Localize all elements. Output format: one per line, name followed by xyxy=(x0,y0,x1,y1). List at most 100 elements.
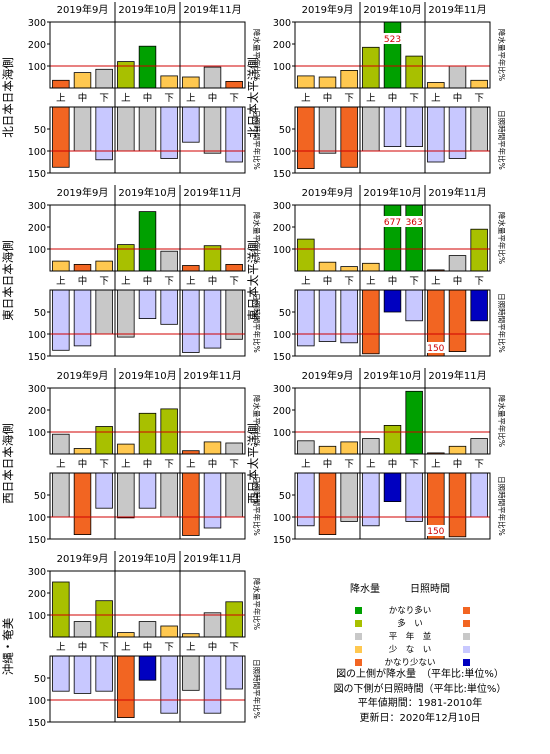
period-label: 中 xyxy=(208,458,218,470)
sun-tick-label: 50 xyxy=(34,491,46,502)
period-label: 下 xyxy=(229,459,239,470)
sun-tick-label: 150 xyxy=(28,169,46,180)
sun-bar xyxy=(160,289,178,325)
precip-bar xyxy=(225,442,243,455)
period-label: 上 xyxy=(121,459,131,470)
sun-frame xyxy=(294,106,491,174)
precip-tick-label: 100 xyxy=(28,611,46,622)
region-label: 沖縄・奄美 xyxy=(1,617,15,675)
period-label: 上 xyxy=(366,93,376,104)
sun-tick-label: 50 xyxy=(34,125,46,136)
sun-bar xyxy=(340,472,358,522)
legend-sun-header: 日照時間 xyxy=(410,584,450,595)
legend-sun-swatch xyxy=(463,607,470,614)
precip-bar xyxy=(318,445,337,455)
legend-precip-swatch xyxy=(355,607,362,614)
precip-bar xyxy=(448,65,467,89)
precip-bar xyxy=(470,228,488,272)
precip-bar xyxy=(52,260,70,272)
legend-sun-swatch xyxy=(463,646,470,653)
precip-tick-label: 200 xyxy=(28,40,46,51)
precip-bar xyxy=(362,46,380,89)
value-label-bg xyxy=(425,342,446,353)
month-label: 2019年10月 xyxy=(363,369,421,382)
legend-label: 平 年 並 xyxy=(388,632,432,642)
precip-tick-label: 100 xyxy=(273,245,291,256)
period-label: 下 xyxy=(409,93,419,104)
precip-tick-label: 100 xyxy=(28,62,46,73)
precip-bar xyxy=(427,82,445,89)
legend-row-low: 少 な い xyxy=(300,643,540,656)
precip-bar xyxy=(73,448,92,455)
period-label: 中 xyxy=(78,458,88,470)
value-label-bg xyxy=(425,525,446,536)
precip-bar xyxy=(297,440,315,455)
period-label: 中 xyxy=(388,458,398,470)
precip-bar xyxy=(362,438,380,455)
precip-bar xyxy=(160,250,178,272)
sun-tick-label: 100 xyxy=(273,330,291,341)
precip-bar xyxy=(95,426,113,455)
legend-label: 多 い xyxy=(397,619,423,629)
precip-bar xyxy=(95,260,113,272)
month-label: 2019年11月 xyxy=(183,369,241,382)
month-label: 2019年10月 xyxy=(118,3,176,16)
value-label: 677 xyxy=(384,218,401,228)
sun-bar xyxy=(95,289,113,335)
month-label: 2019年10月 xyxy=(363,186,421,199)
sun-axis-label: 日照時間平年比% xyxy=(252,476,262,536)
precip-bar xyxy=(318,76,337,89)
precip-axis-label: 降水量平年比% xyxy=(497,395,507,447)
period-label: 上 xyxy=(121,276,131,287)
precip-tick-label: 200 xyxy=(28,223,46,234)
period-label: 下 xyxy=(344,93,354,104)
precip-frame xyxy=(49,387,246,455)
sun-bar xyxy=(470,106,488,152)
period-label: 下 xyxy=(164,459,174,470)
sun-bar xyxy=(225,472,243,518)
period-label: 中 xyxy=(143,275,153,287)
precip-axis-label: 降水量平年比% xyxy=(252,578,262,630)
period-label: 下 xyxy=(164,276,174,287)
sun-bar xyxy=(405,472,423,522)
sun-bar xyxy=(117,655,135,718)
month-label: 2019年11月 xyxy=(183,3,241,16)
precip-tick-label: 100 xyxy=(273,428,291,439)
period-label: 下 xyxy=(409,276,419,287)
sun-bar xyxy=(318,472,337,535)
region-label: 北日本太平洋側 xyxy=(246,57,260,138)
sun-bar xyxy=(340,289,358,344)
precip-tick-label: 200 xyxy=(28,406,46,417)
month-label: 2019年9月 xyxy=(57,186,109,199)
period-label: 上 xyxy=(121,93,131,104)
sun-bar xyxy=(52,106,70,168)
sun-bar xyxy=(318,106,337,154)
note-sun: 図の下側が日照時間（平年比:単位%） xyxy=(333,683,507,695)
precip-bar xyxy=(95,68,113,89)
sun-tick-label: 100 xyxy=(273,147,291,158)
precip-bar xyxy=(405,204,423,272)
value-label-bg xyxy=(382,216,403,227)
value-label: 150 xyxy=(427,344,444,354)
period-label: 下 xyxy=(344,276,354,287)
period-label: 下 xyxy=(229,642,239,653)
precip-tick-label: 300 xyxy=(28,201,46,212)
month-label: 2019年9月 xyxy=(57,3,109,16)
precip-axis-label: 降水量平年比% xyxy=(497,29,507,81)
legend-precip-swatch xyxy=(355,659,362,666)
legend-row-normal: 平 年 並 xyxy=(300,630,540,643)
value-label: 150 xyxy=(427,527,444,537)
precip-bar xyxy=(405,390,423,455)
period-label: 下 xyxy=(99,276,109,287)
month-label: 2019年9月 xyxy=(302,186,354,199)
precip-bar xyxy=(340,70,358,89)
legend-precip-header: 降水量 xyxy=(350,584,380,595)
legend-label: 少 な い xyxy=(388,645,432,655)
sun-bar xyxy=(362,472,380,527)
sun-tick-label: 100 xyxy=(28,513,46,524)
precip-tick-label: 300 xyxy=(273,18,291,29)
sun-frame xyxy=(294,289,491,357)
precip-tick-label: 300 xyxy=(28,384,46,395)
